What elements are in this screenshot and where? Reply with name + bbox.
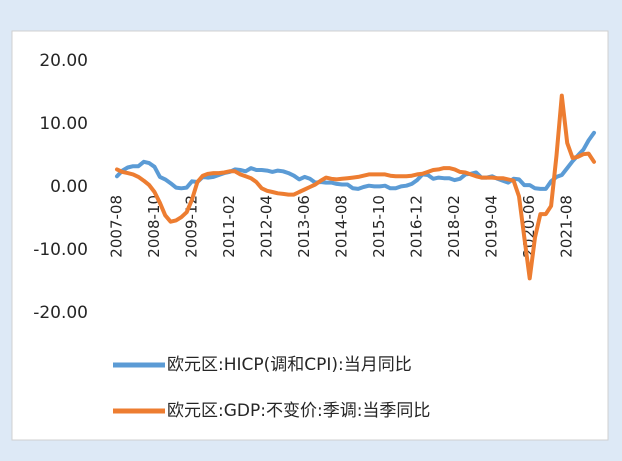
y-tick-label: -10.00 — [33, 240, 88, 260]
y-tick-label: 10.00 — [39, 114, 88, 134]
x-tick-label: 2016-12 — [408, 195, 426, 258]
y-tick-label: -20.00 — [33, 303, 88, 323]
x-tick-label: 2014-08 — [333, 195, 351, 258]
x-tick-label: 2012-04 — [258, 195, 276, 258]
x-tick-label: 2019-04 — [483, 195, 501, 258]
x-tick-label: 2008-10 — [145, 195, 163, 258]
legend-label: 欧元区:GDP:不变价:季调:当季同比 — [167, 401, 430, 421]
x-tick-label: 2015-10 — [370, 195, 388, 258]
y-tick-label: 0.00 — [50, 177, 88, 197]
x-tick-label: 2007-08 — [108, 195, 126, 258]
y-tick-label: 20.00 — [39, 51, 88, 71]
legend-label: 欧元区:HICP(调和CPI):当月同比 — [167, 355, 412, 375]
x-tick-label: 2018-02 — [445, 195, 463, 258]
x-tick-label: 2021-08 — [558, 195, 576, 258]
chart-area — [11, 30, 609, 441]
x-tick-label: 2011-02 — [220, 195, 238, 258]
x-tick-label: 2013-06 — [295, 195, 313, 258]
series-line — [115, 93, 596, 281]
